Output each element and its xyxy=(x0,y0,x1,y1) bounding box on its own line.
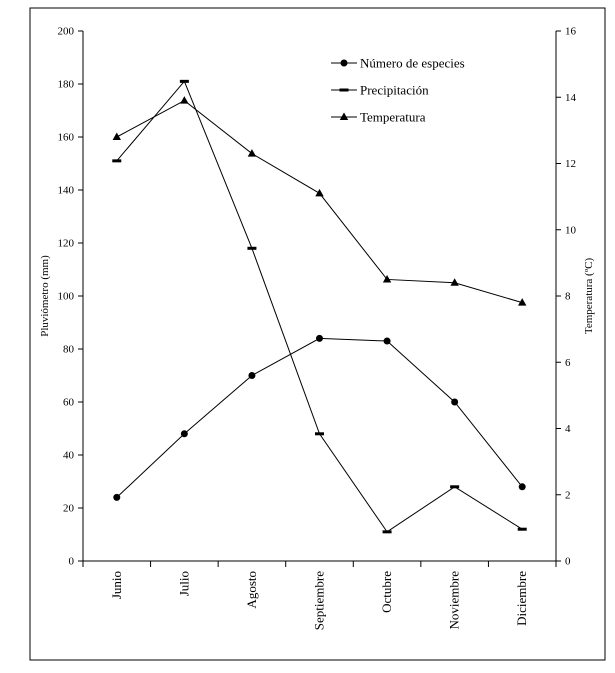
legend-label: Precipitación xyxy=(360,83,429,98)
triangle-series-point xyxy=(315,188,324,197)
y-left-tick-label: 40 xyxy=(63,450,75,462)
triangle-series-point xyxy=(382,274,392,283)
y-right-axis-title: Temperatura (ºC) xyxy=(583,258,595,335)
y-left-tick-label: 0 xyxy=(69,556,75,568)
figure-border xyxy=(29,7,606,661)
y-right-tick-label: 12 xyxy=(565,158,576,170)
series-layer xyxy=(112,79,527,534)
circle-series-point xyxy=(451,398,459,406)
x-tick-label: Noviembre xyxy=(447,571,462,630)
y-left-tick-label: 120 xyxy=(58,238,75,250)
x-tick-label: Septiembre xyxy=(312,571,327,630)
dash-series-point xyxy=(179,79,189,83)
triangle-series-point xyxy=(247,149,257,157)
dash-series-point xyxy=(382,530,392,534)
legend-marker xyxy=(339,88,349,92)
y-left-tick-label: 60 xyxy=(63,397,75,409)
y-left-tick-label: 180 xyxy=(58,79,75,91)
y-right-tick-label: 6 xyxy=(565,357,571,369)
triangle-series-point xyxy=(518,298,527,306)
y-left-tick-label: 20 xyxy=(63,503,75,515)
y-right-tick-label: 10 xyxy=(565,224,577,236)
dash-series-point xyxy=(315,432,324,436)
x-tick-label: Junio xyxy=(109,571,124,599)
y-right-tick-label: 8 xyxy=(565,291,571,303)
y-right-tick-label: 2 xyxy=(565,489,571,501)
series-3 xyxy=(112,96,527,306)
y-left-tick-label: 160 xyxy=(58,132,75,144)
y-left-tick-label: 100 xyxy=(58,291,75,303)
y-left-tick-label: 80 xyxy=(63,344,75,356)
triangle-series-point xyxy=(450,278,459,286)
y-right-tick-label: 14 xyxy=(565,92,577,104)
x-tick-label: Octubre xyxy=(379,571,394,613)
y-left-tick-label: 140 xyxy=(58,185,75,197)
triangle-series-point xyxy=(180,96,189,104)
y-right-tick-label: 0 xyxy=(565,556,571,568)
y-right-tick-label: 16 xyxy=(565,26,577,38)
dash-series-point xyxy=(517,527,527,531)
legend: Número de especies Precipitación Temperatu… xyxy=(331,56,465,125)
legend-label: Temperatura xyxy=(360,110,426,125)
circle-series-point xyxy=(180,430,188,438)
x-tick-label: Diciembre xyxy=(514,571,529,626)
triangle-series-line xyxy=(116,99,523,304)
series-2 xyxy=(112,79,527,534)
dash-series-point xyxy=(247,246,257,250)
circle-series-point xyxy=(518,483,526,491)
y-left-tick-label: 200 xyxy=(58,26,75,38)
triangle-series-point xyxy=(112,132,121,140)
y-right-tick-label: 4 xyxy=(565,423,571,435)
x-tick-label: Agosto xyxy=(244,571,259,609)
y-left-axis-title: Pluviómetro (mm) xyxy=(39,255,51,337)
axes: 0 20 40 60 80 100 120 140 160 180 200 0 2 4 6 8 10 12 14 16… xyxy=(39,26,595,631)
circle-series-point xyxy=(248,372,256,379)
dash-series-line xyxy=(116,80,523,533)
legend-marker xyxy=(340,59,348,67)
circle-series-line xyxy=(116,337,523,498)
legend-marker xyxy=(339,112,349,120)
x-tick-label: Julio xyxy=(176,571,191,596)
circle-series-point xyxy=(113,493,121,501)
dash-series-point xyxy=(450,485,460,489)
series-1 xyxy=(113,334,526,501)
circle-series-point xyxy=(316,334,323,342)
circle-series-point xyxy=(383,337,391,345)
legend-label: Número de especies xyxy=(360,56,465,71)
dash-series-point xyxy=(112,159,122,163)
